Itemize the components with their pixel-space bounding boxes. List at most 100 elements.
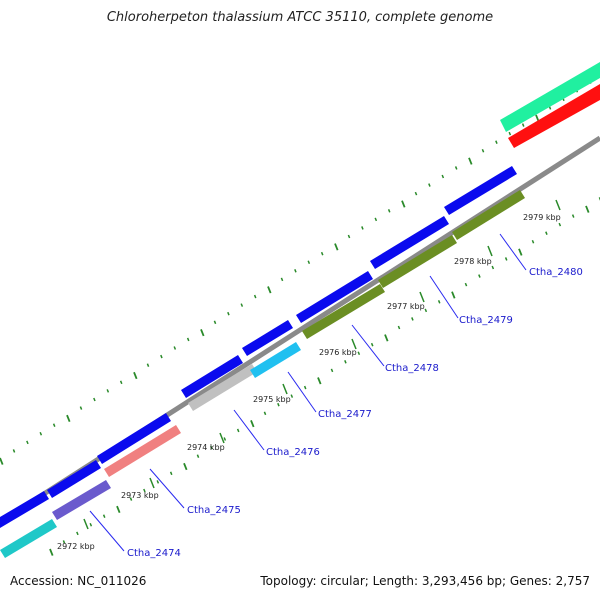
tick-mark xyxy=(39,431,43,436)
tick-label: 2977 kbp xyxy=(387,302,425,311)
tick-mark xyxy=(571,214,575,218)
tick-label: 2975 kbp xyxy=(253,395,291,404)
tick-mark xyxy=(227,311,230,316)
tick-mark xyxy=(196,454,200,458)
tick-mark xyxy=(441,174,445,179)
tick-mark xyxy=(585,205,590,213)
tick-mark xyxy=(267,286,272,294)
tick-label: 2973 kbp xyxy=(121,491,159,500)
forward-gene[interactable] xyxy=(0,491,49,528)
tick-label: 2979 kbp xyxy=(523,213,561,222)
tick-mark xyxy=(106,389,110,393)
tick-mark xyxy=(280,277,284,282)
gene-label-ctha-2478[interactable]: Ctha_2478 xyxy=(385,363,439,374)
tick-mark xyxy=(0,457,4,465)
tick-mark xyxy=(253,294,257,299)
tick-mark xyxy=(478,274,481,278)
gene-bar-ctha-2480[interactable] xyxy=(452,190,525,240)
tick-mark xyxy=(481,148,485,153)
gene-bar-ctha-2477[interactable] xyxy=(188,364,257,411)
tick-mark xyxy=(397,325,401,330)
tick-mark xyxy=(428,183,431,187)
tick-mark xyxy=(173,346,177,350)
tick-label: 2976 kbp xyxy=(319,348,357,357)
map-title: Chloroherpeton thalassium ATCC 35110, co… xyxy=(106,10,494,25)
tick-mark xyxy=(79,406,83,410)
gene-bar-ctha-2478[interactable] xyxy=(302,284,385,339)
position-ticks: 2972 kbp 2973 kbp 2974 kbp 2975 kbp 2976… xyxy=(57,199,561,551)
tick-mark xyxy=(545,231,548,235)
tick-mark xyxy=(531,239,535,244)
gene-label-ctha-2480[interactable]: Ctha_2480 xyxy=(529,267,583,278)
label-leaders xyxy=(89,233,527,552)
gene-bar-ctha-2476[interactable] xyxy=(104,425,181,477)
tick-mark xyxy=(414,191,418,196)
tick-label: 2978 kbp xyxy=(454,257,492,266)
gene-label-ctha-2474[interactable]: Ctha_2474 xyxy=(127,548,181,559)
gene-bar-ctha-2479[interactable] xyxy=(378,235,457,288)
tick-mark xyxy=(183,462,188,471)
tick-mark xyxy=(250,420,255,428)
tick-mark xyxy=(49,548,54,556)
accession-label: Accession: NC_011026 xyxy=(10,574,147,588)
tick-mark xyxy=(200,329,205,337)
tick-mark xyxy=(240,303,244,307)
forward-gene[interactable] xyxy=(444,166,517,215)
tick-mark xyxy=(277,402,280,407)
tick-mark xyxy=(116,505,121,514)
tick-mark xyxy=(223,437,227,441)
gene-label-ctha-2476[interactable]: Ctha_2476 xyxy=(266,447,320,458)
tick-mark xyxy=(76,531,79,536)
tick-mark xyxy=(307,260,311,265)
tick-mark xyxy=(347,234,351,239)
forward-gene[interactable] xyxy=(296,271,373,323)
tick-mark xyxy=(330,368,334,373)
forward-gene[interactable] xyxy=(242,320,293,356)
tick-mark xyxy=(26,440,29,445)
tick-mark xyxy=(186,337,190,342)
tick-mark xyxy=(129,497,133,501)
tick-mark xyxy=(491,265,495,270)
tick-mark xyxy=(210,445,213,450)
tick-mark xyxy=(361,226,364,230)
forward-gene[interactable] xyxy=(370,216,449,269)
outer-tick-marks xyxy=(0,80,592,465)
forward-gene[interactable] xyxy=(181,355,243,398)
tick-mark xyxy=(52,423,56,427)
tick-mark xyxy=(160,354,163,359)
gene-bar-ctha-2474[interactable] xyxy=(0,519,57,558)
tick-mark xyxy=(374,217,378,222)
tick-mark xyxy=(156,480,160,484)
tick-mark xyxy=(424,308,428,313)
gene-bar-ctha-2475[interactable] xyxy=(52,480,111,520)
tick-mark xyxy=(294,269,297,273)
tick-mark xyxy=(508,131,512,136)
genome-summary: Topology: circular; Length: 3,293,456 bp… xyxy=(260,574,590,588)
tick-mark xyxy=(62,540,66,544)
gene-bar-ctha-2477-b[interactable] xyxy=(250,342,301,378)
gene-bar-top-spring[interactable] xyxy=(500,62,600,132)
tick-mark xyxy=(236,428,240,433)
gene-label-ctha-2475[interactable]: Ctha_2475 xyxy=(187,505,241,516)
reverse-strand xyxy=(0,190,525,558)
tick-label: 2974 kbp xyxy=(187,443,225,452)
forward-gene[interactable] xyxy=(97,413,171,464)
gene-bar-top-red[interactable] xyxy=(508,84,600,148)
tick-mark xyxy=(133,371,138,380)
tick-mark xyxy=(401,200,406,208)
tick-mark xyxy=(12,449,16,453)
tick-mark xyxy=(357,351,361,356)
tick-mark xyxy=(290,394,294,398)
forward-gene[interactable] xyxy=(47,460,101,498)
tick-mark xyxy=(464,282,468,287)
tick-mark xyxy=(558,222,562,227)
tick-label: 2972 kbp xyxy=(57,542,95,551)
gene-label-ctha-2479[interactable]: Ctha_2479 xyxy=(459,315,513,326)
tick-mark xyxy=(334,243,339,251)
tick-mark xyxy=(93,397,96,402)
gene-label-ctha-2477[interactable]: Ctha_2477 xyxy=(318,409,372,420)
tick-mark xyxy=(370,342,374,347)
tick-mark xyxy=(146,363,150,367)
tick-mark xyxy=(387,209,391,213)
